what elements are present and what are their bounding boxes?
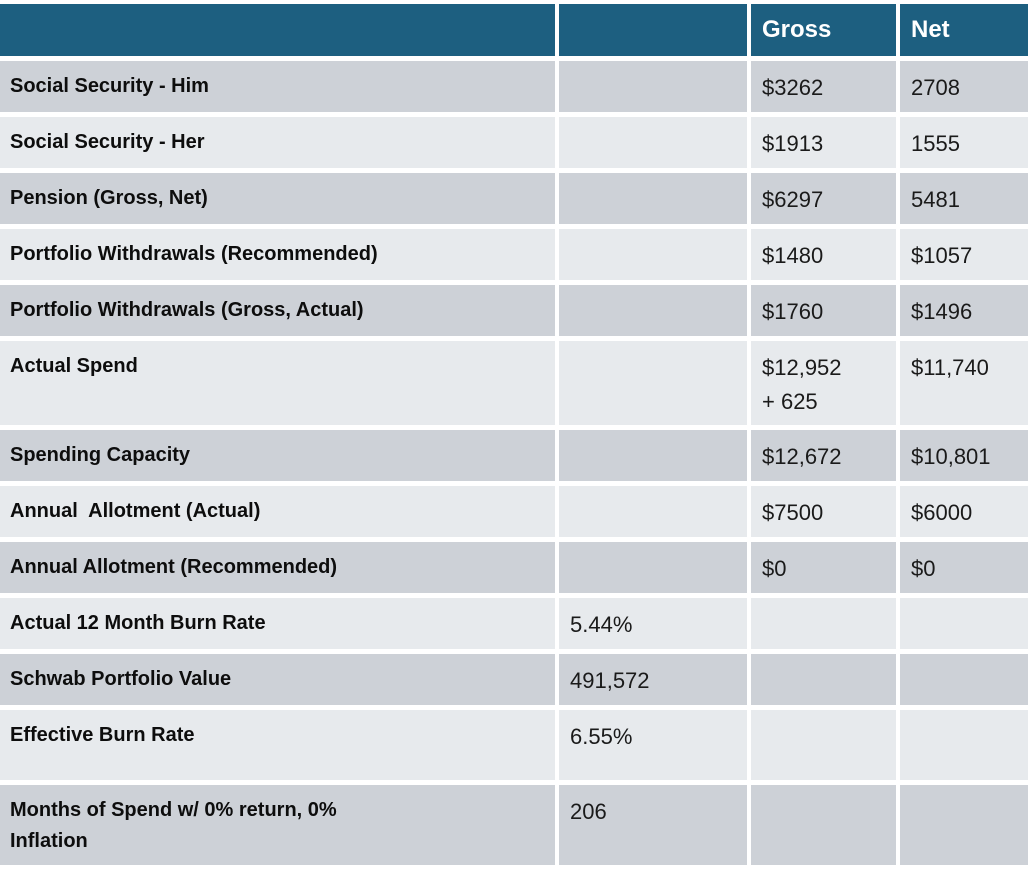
gross-value-cell: $1913 [751,117,896,168]
mid-value-cell [559,229,747,280]
mid-value-cell [559,341,747,426]
gross-value-cell: $0 [751,542,896,594]
net-value-cell: 1555 [900,117,1028,168]
gross-value-cell [751,785,896,866]
net-value-cell: $1496 [900,285,1028,336]
gross-value-cell: $1480 [751,229,896,280]
net-value-cell: $0 [900,542,1028,594]
mid-value-cell [559,285,747,336]
net-value-cell: $11,740 [900,341,1028,426]
mid-value-cell [559,173,747,224]
row-label: Annual Allotment (Recommended) [0,542,555,594]
mid-value-cell [559,61,747,112]
table-row-spending-capacity: Spending Capacity $12,672 $10,801 [0,430,1028,482]
mid-value-cell [559,430,747,482]
row-label: Schwab Portfolio Value [0,654,555,706]
mid-value-cell [559,117,747,168]
mid-value-cell: 5.44% [559,598,747,650]
table-row-portfolio-withdrawals-actual: Portfolio Withdrawals (Gross, Actual) $1… [0,285,1028,336]
table-row-effective-burn-rate: Effective Burn Rate 6.55% [0,710,1028,781]
net-value-cell [900,598,1028,650]
gross-value-cell: $12,672 [751,430,896,482]
row-label: Months of Spend w/ 0% return, 0% Inflati… [0,785,555,866]
row-label: Social Security - Him [0,61,555,112]
mid-value-cell [559,542,747,594]
gross-value-cell: $1760 [751,285,896,336]
mid-value-cell [559,486,747,538]
row-label: Spending Capacity [0,430,555,482]
table-row-actual-spend: Actual Spend $12,952 + 625 $11,740 [0,341,1028,426]
row-label: Pension (Gross, Net) [0,173,555,224]
gross-value-cell: $3262 [751,61,896,112]
table-row-pension: Pension (Gross, Net) $6297 5481 [0,173,1028,224]
net-value-cell: 5481 [900,173,1028,224]
mid-value-cell: 491,572 [559,654,747,706]
mid-value-cell: 206 [559,785,747,866]
gross-value-cell: $6297 [751,173,896,224]
row-label: Effective Burn Rate [0,710,555,781]
table-header-row: Gross Net [0,4,1028,56]
header-cell-gross: Gross [751,4,896,56]
table-row-annual-allotment-actual: Annual Allotment (Actual) $7500 $6000 [0,486,1028,538]
table-row-annual-allotment-recommended: Annual Allotment (Recommended) $0 $0 [0,542,1028,594]
net-value-cell: $1057 [900,229,1028,280]
gross-value-cell [751,710,896,781]
gross-value-cell [751,654,896,706]
gross-value-cell [751,598,896,650]
header-cell-mid [559,4,747,56]
table-row-months-of-spend: Months of Spend w/ 0% return, 0% Inflati… [0,785,1028,866]
net-value-cell [900,654,1028,706]
net-value-cell [900,785,1028,866]
gross-value-cell: $7500 [751,486,896,538]
row-label: Portfolio Withdrawals (Gross, Actual) [0,285,555,336]
net-value-cell [900,710,1028,781]
table-row-portfolio-withdrawals-recommended: Portfolio Withdrawals (Recommended) $148… [0,229,1028,280]
table-row-social-security-her: Social Security - Her $1913 1555 [0,117,1028,168]
header-cell-label [0,4,555,56]
table-row-social-security-him: Social Security - Him $3262 2708 [0,61,1028,112]
row-label: Actual Spend [0,341,555,426]
row-label: Annual Allotment (Actual) [0,486,555,538]
row-label: Actual 12 Month Burn Rate [0,598,555,650]
row-label: Portfolio Withdrawals (Recommended) [0,229,555,280]
net-value-cell: $6000 [900,486,1028,538]
net-value-cell: $10,801 [900,430,1028,482]
mid-value-cell: 6.55% [559,710,747,781]
gross-value-cell: $12,952 + 625 [751,341,896,426]
row-label: Social Security - Her [0,117,555,168]
table-row-actual-12-month-burn-rate: Actual 12 Month Burn Rate 5.44% [0,598,1028,650]
net-value-cell: 2708 [900,61,1028,112]
table-row-schwab-portfolio-value: Schwab Portfolio Value 491,572 [0,654,1028,706]
header-cell-net: Net [900,4,1028,56]
